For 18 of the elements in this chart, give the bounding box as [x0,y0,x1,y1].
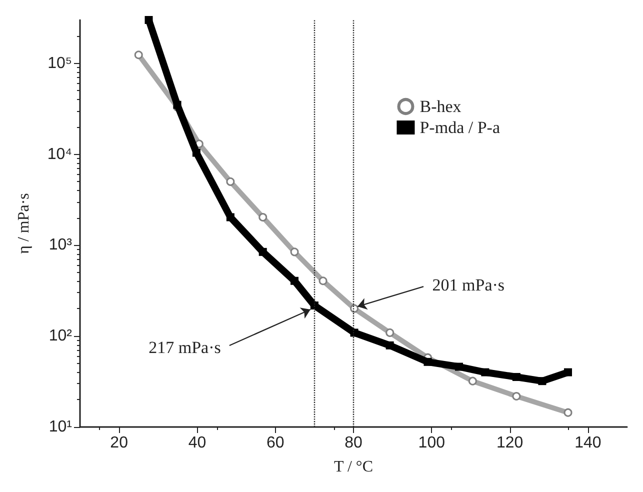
annotation: 201 mPa·s [432,276,505,295]
x-tick-label: 120 [496,434,524,452]
y-tick-label: 10³ [48,236,73,254]
x-axis-title: T / °C [334,458,373,476]
x-tick-label: 80 [344,434,362,452]
x-tick-label: 20 [110,434,128,452]
x-tick-label: 100 [418,434,446,452]
x-tick-label: 40 [188,434,206,452]
annotation: 217 mPa·s [148,338,221,358]
y-tick-label: 10⁴ [47,146,72,163]
y-tick-label: 10² [48,328,73,345]
legend-label: P-mda / P-a [420,118,500,137]
y-tick-label: 10¹ [48,418,72,436]
x-tick-label: 140 [574,434,602,452]
legend-label: B-hex [420,97,462,116]
y-axis-title: η / mPa·s [16,193,32,254]
y-tick-label: 10⁵ [48,54,72,72]
x-tick-label: 60 [266,434,284,452]
